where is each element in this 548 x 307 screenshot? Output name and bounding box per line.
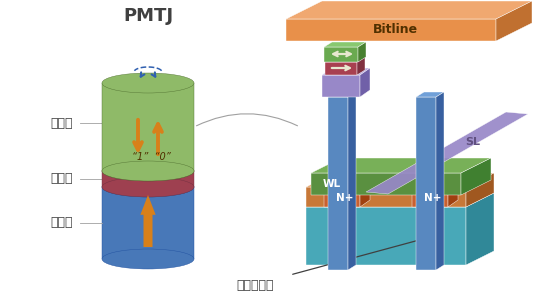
Polygon shape — [102, 187, 194, 259]
Text: N+: N+ — [336, 193, 354, 203]
Polygon shape — [102, 83, 194, 171]
Polygon shape — [322, 75, 360, 97]
Text: 固定层: 固定层 — [51, 216, 73, 230]
Polygon shape — [286, 19, 496, 41]
Text: “1”  “0”: “1” “0” — [132, 152, 170, 162]
Polygon shape — [496, 1, 532, 41]
Ellipse shape — [102, 177, 194, 197]
Polygon shape — [358, 42, 366, 62]
Text: PMTJ: PMTJ — [123, 7, 173, 25]
Polygon shape — [357, 57, 365, 75]
Polygon shape — [306, 173, 494, 187]
Polygon shape — [366, 112, 528, 194]
Ellipse shape — [102, 177, 194, 197]
Polygon shape — [412, 191, 448, 207]
Polygon shape — [324, 184, 370, 191]
Polygon shape — [348, 92, 356, 270]
Text: 访问晶体管: 访问晶体管 — [236, 279, 274, 292]
Polygon shape — [311, 158, 491, 173]
Polygon shape — [466, 193, 494, 265]
Polygon shape — [102, 171, 194, 187]
Ellipse shape — [102, 161, 194, 181]
Ellipse shape — [102, 161, 194, 181]
Polygon shape — [140, 195, 156, 247]
Polygon shape — [322, 68, 370, 75]
Polygon shape — [306, 193, 494, 207]
Polygon shape — [448, 184, 458, 207]
Polygon shape — [324, 42, 366, 47]
Polygon shape — [416, 97, 436, 270]
Polygon shape — [360, 184, 370, 207]
Text: 势帢层: 势帢层 — [51, 173, 73, 185]
Ellipse shape — [102, 73, 194, 93]
Polygon shape — [328, 92, 356, 97]
Polygon shape — [306, 187, 466, 207]
Text: 自由层: 自由层 — [51, 116, 73, 130]
Polygon shape — [324, 191, 360, 207]
Polygon shape — [306, 207, 466, 265]
Polygon shape — [416, 92, 444, 97]
Polygon shape — [311, 173, 461, 195]
Text: SL: SL — [465, 137, 480, 147]
Polygon shape — [328, 97, 348, 270]
Polygon shape — [360, 68, 370, 97]
Text: WL: WL — [323, 179, 341, 189]
Polygon shape — [286, 1, 532, 19]
Text: Bitline: Bitline — [373, 22, 418, 36]
Polygon shape — [436, 92, 444, 270]
Polygon shape — [325, 57, 365, 62]
Text: N+: N+ — [424, 193, 442, 203]
Polygon shape — [412, 184, 458, 191]
Polygon shape — [325, 62, 357, 75]
Text: STT-MRAM: STT-MRAM — [357, 7, 463, 25]
Polygon shape — [461, 158, 491, 195]
Polygon shape — [466, 173, 494, 207]
Polygon shape — [324, 47, 358, 62]
Ellipse shape — [102, 249, 194, 269]
